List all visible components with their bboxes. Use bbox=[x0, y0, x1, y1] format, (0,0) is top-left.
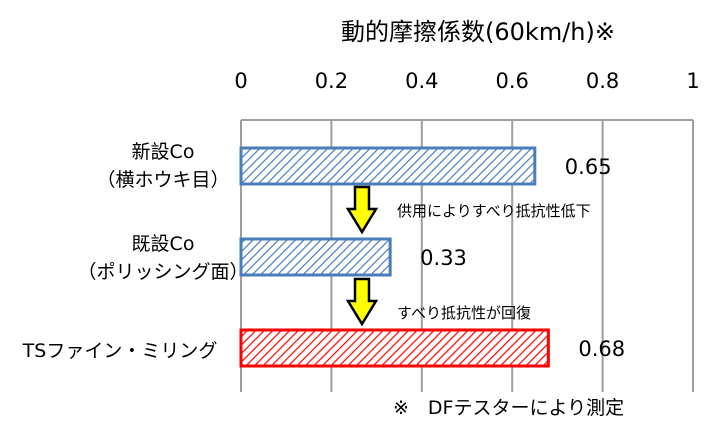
annotation-text: 供用によりすべり抵抗性低下 bbox=[397, 202, 591, 220]
category-label: 既設Co bbox=[132, 233, 195, 255]
value-label: 0.65 bbox=[565, 155, 612, 179]
footnote: ※ DFテスターにより測定 bbox=[393, 397, 624, 419]
category-label: 新設Co bbox=[132, 141, 195, 163]
value-label: 0.68 bbox=[578, 337, 625, 361]
x-tick-label: 0 bbox=[234, 69, 247, 93]
category-label: （横ホウキ目） bbox=[96, 169, 229, 191]
x-tick-label: 0.6 bbox=[495, 69, 528, 93]
x-tick-label: 1 bbox=[686, 69, 699, 93]
annotation-text: すべり抵抗性が回復 bbox=[397, 304, 531, 322]
bar bbox=[239, 146, 537, 186]
bar bbox=[239, 237, 392, 277]
down-arrow-icon bbox=[345, 277, 379, 327]
x-tick-label: 0.8 bbox=[586, 69, 619, 93]
category-labels: 新設Co （横ホウキ目） 既設Co （ポリッシング面） TSファイン・ミリング bbox=[22, 141, 249, 362]
chart-title: 動的摩擦係数(60km/h)※ bbox=[341, 18, 615, 46]
bars bbox=[239, 146, 550, 368]
bar bbox=[239, 328, 550, 368]
x-tick-label: 0.4 bbox=[405, 69, 438, 93]
value-label: 0.33 bbox=[420, 246, 467, 270]
x-axis-ticks: 0 0.2 0.4 0.6 0.8 1 bbox=[234, 69, 699, 93]
x-tick-label: 0.2 bbox=[315, 69, 348, 93]
down-arrow-icon bbox=[345, 185, 379, 235]
value-labels: 0.65 0.33 0.68 bbox=[420, 155, 625, 361]
category-label: （ポリッシング面） bbox=[77, 261, 248, 283]
category-label: TSファイン・ミリング bbox=[22, 340, 218, 362]
